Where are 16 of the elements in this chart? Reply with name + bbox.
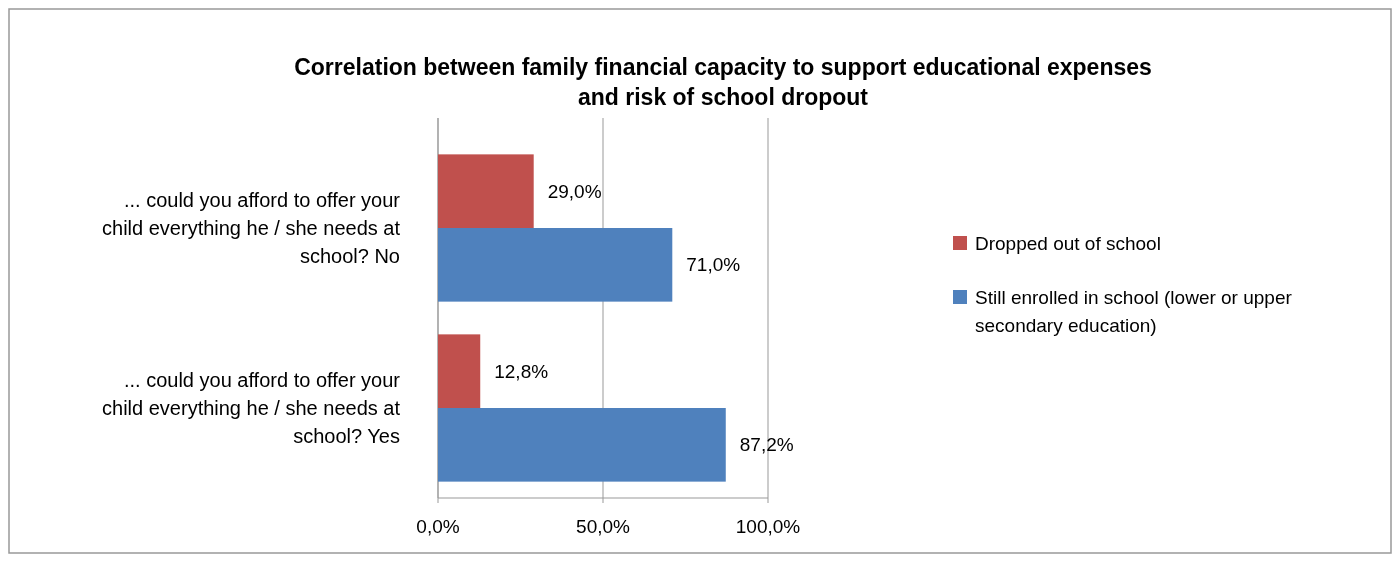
data-label: 71,0% <box>686 254 741 276</box>
data-label: 12,8% <box>494 360 549 382</box>
x-tick-label: 100,0% <box>735 516 801 537</box>
legend-label: Still enrolled in school (lower or upper secondary education) <box>975 286 1293 336</box>
y-tick-label: ... could you afford to offer your child everything he / she needs at school? Yes <box>102 369 401 447</box>
chart-title: Correlation between family financial capacity to support educational expenses and risk of school dropout <box>294 54 1152 110</box>
bar <box>438 334 481 408</box>
x-tick-label: 50,0% <box>576 516 631 537</box>
data-label: 29,0% <box>547 180 602 202</box>
x-tick-label: 0,0% <box>416 516 460 537</box>
bar <box>438 408 726 482</box>
bar <box>438 154 534 228</box>
legend-label: Dropped out of school <box>975 232 1161 254</box>
y-tick-label: ... could you afford to offer your child everything he / she needs at school? No <box>102 189 401 267</box>
bar <box>438 228 673 302</box>
data-label: 87,2% <box>739 434 794 456</box>
